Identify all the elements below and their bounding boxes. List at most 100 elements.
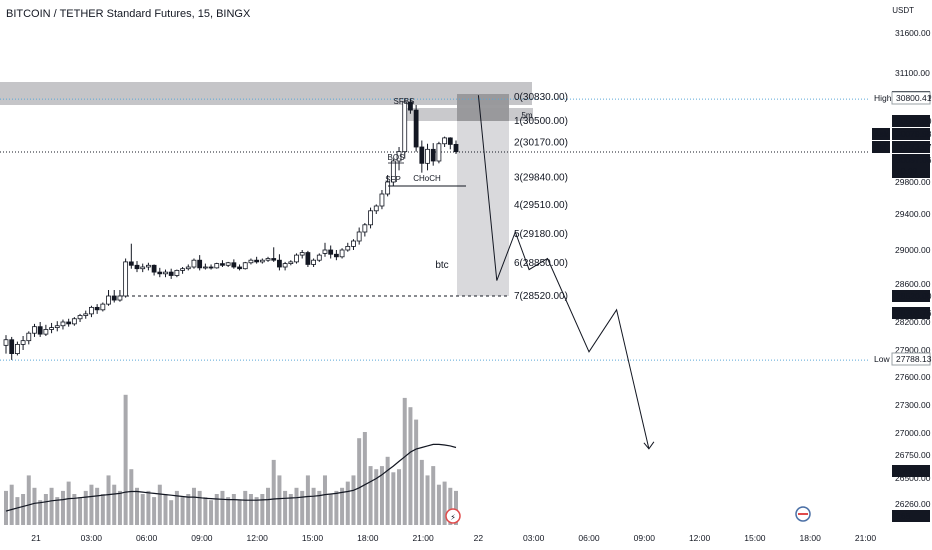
candle <box>26 332 32 342</box>
volume-bar <box>140 494 145 525</box>
volume-bar <box>83 490 88 525</box>
candle <box>408 101 413 111</box>
time-tick-label: 21 <box>31 533 41 543</box>
volume-bar <box>214 494 219 525</box>
volume-bar <box>305 475 310 525</box>
volume-bar <box>442 481 447 525</box>
volume-bar <box>436 484 441 525</box>
price-label-value: 268 <box>896 511 910 521</box>
volume-bar <box>9 484 14 525</box>
candle <box>271 258 277 261</box>
volume-bar <box>254 497 259 525</box>
volume-bar <box>135 487 140 525</box>
candle <box>254 259 260 263</box>
volume-bar <box>26 475 31 525</box>
time-tick-label: 22 <box>474 533 484 543</box>
candle <box>71 318 77 325</box>
time-tick-label: 09:00 <box>634 533 656 543</box>
candle <box>282 263 288 268</box>
candle <box>94 306 100 311</box>
projection-path <box>477 95 650 449</box>
candle <box>106 295 111 305</box>
time-tick-label: 03:00 <box>523 533 545 543</box>
time-tick-label: 06:00 <box>578 533 600 543</box>
volume-bar <box>174 490 179 525</box>
volume-bar <box>397 469 402 525</box>
candle <box>134 264 140 270</box>
time-tick-label: 06:00 <box>136 533 158 543</box>
volume-bar <box>203 497 208 525</box>
candle <box>225 262 231 266</box>
volume-bar <box>95 487 100 525</box>
volume-bar <box>66 481 71 525</box>
price-label-value: 30079.58 <box>896 129 932 139</box>
candle <box>396 151 402 162</box>
time-tick-label: 21:00 <box>412 533 434 543</box>
candle <box>453 143 459 153</box>
time-tick-label: 03:00 <box>81 533 103 543</box>
candle <box>14 343 20 354</box>
fib-box-top <box>457 94 509 121</box>
price-label-value: 30500.00 <box>896 116 932 126</box>
candle <box>419 146 425 164</box>
candle <box>436 143 442 162</box>
candle <box>442 137 448 145</box>
lightning-icon[interactable] <box>445 508 461 524</box>
candle <box>123 261 129 297</box>
volume-bar <box>43 494 48 525</box>
projection-arrow-head <box>643 441 655 450</box>
volume-bar <box>334 490 339 525</box>
candle <box>202 266 208 269</box>
volume-bar <box>328 494 333 525</box>
candle <box>379 193 385 207</box>
volume-bar <box>197 490 202 525</box>
candle <box>77 315 83 320</box>
fib-label-3: 3(29840.00) <box>514 172 568 183</box>
volume-bar <box>379 466 384 525</box>
volume-bar <box>311 487 316 525</box>
time-tick-label: 21:00 <box>855 533 877 543</box>
price-tick-label: 26750.00 <box>895 450 931 460</box>
price-tick-label: 29000.00 <box>895 245 931 255</box>
candle <box>208 266 214 269</box>
candle <box>37 326 43 335</box>
candle <box>311 259 316 265</box>
volume-bar <box>72 494 77 525</box>
candle <box>237 266 242 270</box>
candle <box>242 262 248 270</box>
candle <box>180 268 185 271</box>
candle <box>322 249 328 254</box>
price-label-value: 28520.00 <box>896 291 932 301</box>
volume-bar <box>157 484 162 525</box>
price-tick-label: 28200.00 <box>895 317 931 327</box>
price-tick-label: 31100.00 <box>895 68 930 78</box>
candle <box>32 326 37 334</box>
price-label-box <box>892 510 930 522</box>
volume-bar <box>448 487 453 525</box>
candle <box>3 339 9 346</box>
time-tick-label: 12:00 <box>689 533 711 543</box>
price-caption-box <box>872 128 890 140</box>
volume-bar <box>425 475 430 525</box>
time-tick-label: 12:00 <box>247 533 269 543</box>
price-tick-label: 27000.00 <box>895 428 931 438</box>
candle <box>430 148 436 162</box>
currency-label: USDT <box>892 6 914 15</box>
volume-bar <box>231 494 236 525</box>
price-tick-label: 26260.00 <box>895 499 931 509</box>
price-tick-label: 27900.00 <box>895 345 931 355</box>
volume-bar <box>146 490 151 525</box>
volume-bar <box>454 490 458 525</box>
candle <box>128 261 134 266</box>
candle <box>54 325 60 329</box>
price-tick-label: 27300.00 <box>895 400 931 410</box>
time-tick-label: 09:00 <box>191 533 213 543</box>
volume-bar <box>169 500 174 525</box>
candle <box>333 253 339 258</box>
volume-bar <box>191 487 196 525</box>
volume-bar <box>32 487 37 525</box>
bos-label: BOS <box>388 153 405 162</box>
volume-bar <box>340 487 345 525</box>
candle <box>447 137 453 145</box>
